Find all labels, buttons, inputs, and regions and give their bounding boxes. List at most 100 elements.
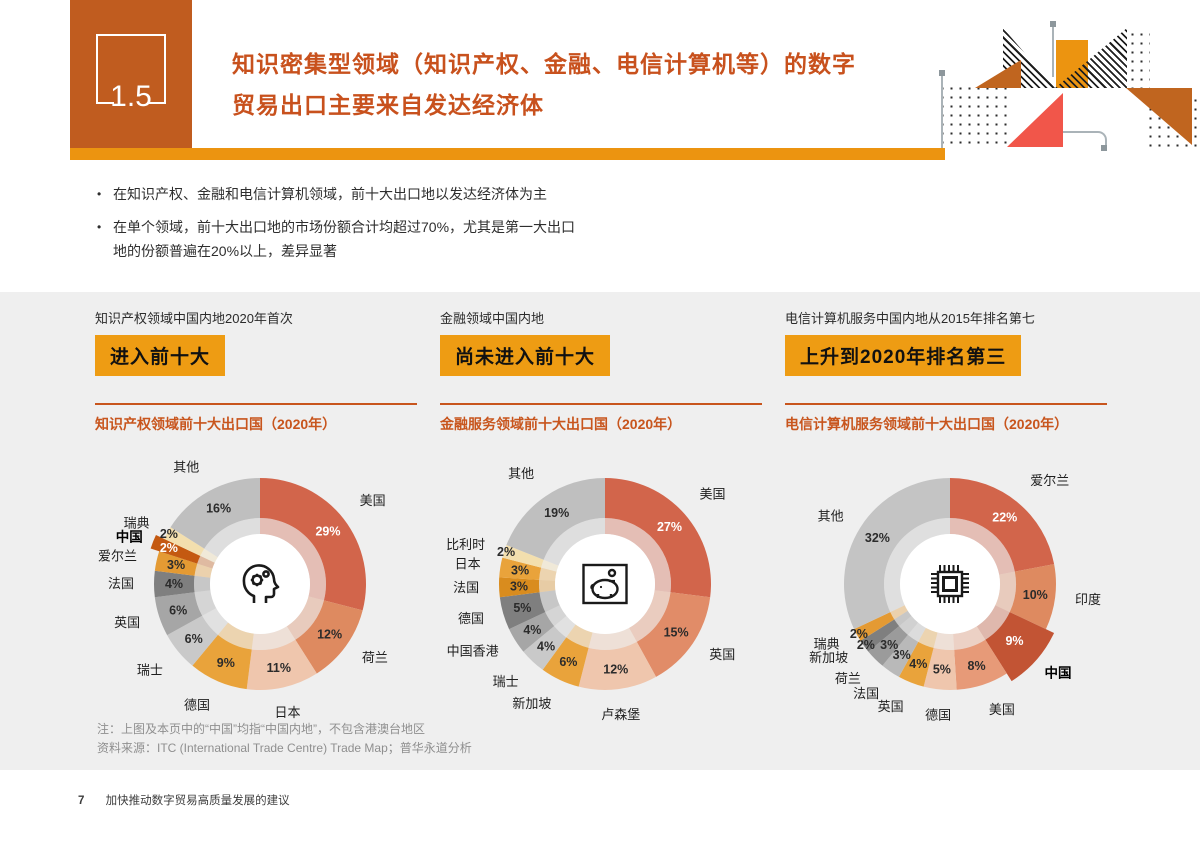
connector-node	[939, 70, 945, 76]
slice-country-label: 瑞士	[137, 662, 163, 677]
slice-country-label: 日本	[274, 705, 300, 720]
donut-chart-ip: 29% 美国 12% 荷兰 11% 日本 9% 德国 6% 瑞士 6% 英国 4% 法国 3% 爱尔兰 2% 中国…	[95, 434, 425, 734]
slice-percent-label: 22%	[992, 511, 1017, 525]
donut-slice	[954, 639, 1007, 690]
slice-percent-label: 2%	[160, 527, 178, 541]
donut-slice	[541, 559, 559, 572]
donut-slice	[566, 624, 593, 648]
slice-country-label: 法国	[853, 686, 879, 701]
report-title: 加快推动数字贸易高质量发展的建议	[105, 795, 290, 807]
donut-slice	[545, 605, 567, 627]
slice-country-label: 新加坡	[809, 650, 848, 665]
slice-percent-label: 32%	[865, 531, 890, 545]
dot-grid	[1128, 30, 1150, 88]
slice-country-label: 中国	[116, 529, 143, 545]
slice-country-label: 英国	[709, 647, 735, 662]
donut-slice	[217, 622, 254, 650]
note-line: 资料来源：ITC (International Trade Centre) Tr…	[97, 741, 472, 755]
chart-block: 金融服务领域前十大出口国（2020年） 27% 美国 15% 英国 12% 卢森堡 6% 新加…	[440, 403, 762, 734]
page-title: 知识密集型领域（知识产权、金融、电信计算机等）的数字 贸易出口主要来自发达经济体	[232, 44, 856, 126]
donut-slice	[907, 622, 926, 642]
slice-country-label: 法国	[108, 576, 134, 591]
slice-country-label: 瑞士	[493, 674, 519, 689]
donut-slice	[154, 551, 198, 576]
donut-chart-telecom: 22% 爱尔兰 10% 印度 9% 中国 8% 美国 5% 德国 4% 英国 3% 法国 3% 荷兰 2% 新加坡…	[785, 434, 1115, 734]
slice-country-label: 美国	[700, 487, 726, 502]
donut-slice	[523, 626, 567, 670]
slice-country-label: 其他	[173, 460, 199, 475]
section-number-block: 1.5	[70, 0, 192, 148]
donut-slice	[154, 570, 195, 598]
slice-percent-label: 5%	[513, 601, 531, 615]
connector-line	[941, 76, 943, 148]
donut-chart-finance: 27% 美国 15% 英国 12% 卢森堡 6% 新加坡 4% 瑞士 4% 中国香港 5% 德国 3% 法国 3…	[440, 434, 770, 734]
donut-slice	[976, 605, 1010, 640]
slice-percent-label: 5%	[933, 663, 951, 677]
donut-slice	[539, 590, 560, 613]
slice-percent-label: 16%	[206, 502, 231, 516]
connector-line	[1052, 27, 1054, 77]
donut-slice	[1009, 564, 1056, 630]
slice-percent-label: 29%	[315, 524, 340, 538]
connector-node	[1101, 145, 1107, 151]
section-number-frame: 1.5	[96, 34, 166, 113]
donut-slice	[844, 478, 950, 630]
donut-slice	[204, 518, 260, 558]
highlight-badge: 进入前十大	[95, 335, 226, 376]
donut-slice	[170, 478, 260, 549]
donut-slice	[286, 596, 324, 640]
slice-percent-label: 6%	[185, 632, 203, 646]
slice-percent-label: 9%	[217, 656, 235, 670]
slice-country-label: 中国香港	[447, 644, 499, 659]
slice-country-label: 美国	[360, 493, 386, 508]
donut-slice	[918, 627, 938, 648]
donut-slice	[898, 641, 934, 687]
cpu-chip-icon	[926, 560, 974, 608]
donut-slice	[588, 627, 637, 651]
donut-slice	[499, 557, 542, 580]
donut-slice	[295, 600, 363, 674]
donut-slice	[202, 608, 229, 635]
donut-slice	[246, 639, 317, 690]
column-intro: 金融领域中国内地	[440, 311, 545, 326]
donut-slice	[194, 590, 217, 616]
chart-column-telecom: 电信计算机服务中国内地从2015年排名第七 上升到2020年排名第三 电信计算机…	[785, 308, 1115, 734]
section-number: 1.5	[110, 80, 152, 113]
donut-slice	[868, 626, 908, 666]
column-intro: 电信计算机服务中国内地从2015年排名第七	[785, 311, 1035, 326]
donut-slice	[539, 567, 557, 581]
note-line: 注：上图及本页中的“中国”均指“中国内地”，不包含港澳台地区	[97, 722, 425, 736]
donut-center	[900, 534, 1000, 634]
donut-slice	[197, 555, 215, 569]
slice-percent-label: 3%	[880, 638, 898, 652]
donut-slice	[899, 615, 919, 635]
slice-percent-label: 2%	[497, 545, 515, 559]
slice-percent-label: 6%	[559, 655, 577, 669]
donut-slice	[154, 592, 203, 636]
donut-slice	[200, 548, 218, 563]
slice-country-label: 荷兰	[835, 671, 861, 686]
page-title-line2: 贸易出口主要来自发达经济体	[232, 92, 544, 118]
brain-head-icon	[236, 560, 284, 608]
slice-country-label: 其他	[508, 466, 534, 481]
donut-slice	[605, 518, 672, 593]
donut-slice	[192, 634, 252, 690]
highlight-badge: 上升到2020年排名第三	[785, 335, 1022, 376]
slice-country-label: 德国	[184, 698, 210, 713]
slice-country-label: 荷兰	[362, 650, 388, 665]
slice-percent-label: 8%	[968, 659, 986, 673]
slice-country-label: 卢森堡	[601, 707, 640, 722]
donut-slice	[883, 518, 950, 613]
donut-slice	[636, 592, 711, 677]
donut-slice	[502, 544, 544, 568]
chart-block: 电信计算机服务领域前十大出口国（2020年） 22% 爱尔兰 10% 印度 9% 中国 8%…	[785, 403, 1107, 734]
decorative-pattern	[930, 0, 1200, 170]
donut-slice	[953, 626, 986, 650]
slice-percent-label: 4%	[523, 623, 541, 637]
donut-slice	[890, 605, 908, 620]
donut-slice	[950, 478, 1055, 572]
chart-title: 电信计算机服务领域前十大出口国（2020年）	[785, 416, 1069, 432]
donut-svg: 27% 美国 15% 英国 12% 卢森堡 6% 新加坡 4% 瑞士 4% 中国香港 5% 德国 3% 法国 3…	[446, 466, 735, 722]
donut-slice	[509, 612, 555, 652]
donut-slice	[554, 615, 576, 638]
